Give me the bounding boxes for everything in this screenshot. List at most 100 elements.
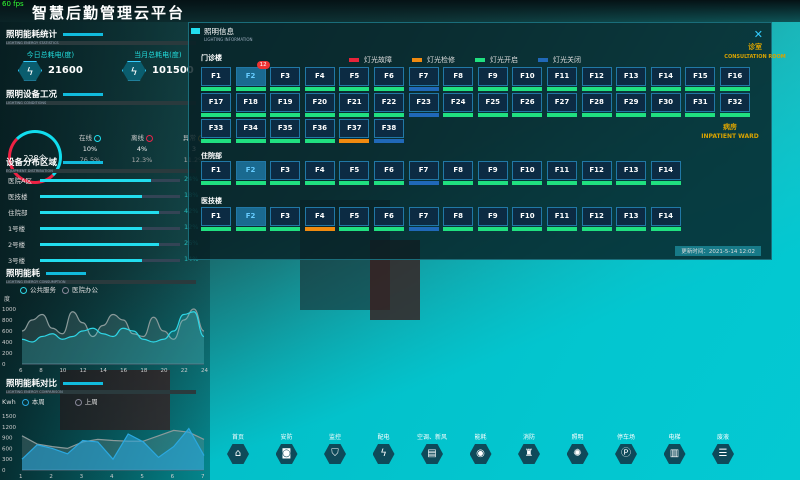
distribution-section-title: 设备分布区域 EQUIPMENT DISTRIBUTION bbox=[6, 156, 196, 173]
floor-cell[interactable]: F3 bbox=[270, 67, 301, 91]
nav-home[interactable]: 首页 ⌂ bbox=[218, 432, 258, 464]
floor-cell[interactable]: F14 bbox=[650, 207, 681, 231]
floor-cell[interactable]: F36 bbox=[304, 119, 335, 143]
x-tick-label: 14 bbox=[100, 368, 107, 374]
nav-lightning[interactable]: 配电 ϟ bbox=[364, 432, 404, 464]
floor-cell[interactable]: F31 bbox=[685, 93, 716, 117]
floor-cell[interactable]: F4 bbox=[304, 161, 335, 185]
floor-label: F2 bbox=[235, 207, 266, 226]
floor-cell[interactable]: F7 bbox=[408, 161, 439, 185]
status-bar-on bbox=[201, 139, 231, 143]
floor-cell[interactable]: F14 bbox=[650, 161, 681, 185]
chart1-legend: 公共服务 医院办公 bbox=[14, 284, 98, 294]
floor-cell[interactable]: F6 bbox=[374, 161, 404, 185]
status-bar-on bbox=[374, 227, 404, 231]
floor-cell[interactable]: F10 bbox=[512, 207, 543, 231]
floor-cell[interactable]: F8 bbox=[443, 67, 474, 91]
floor-cell[interactable]: F22 bbox=[374, 93, 404, 117]
floor-cell[interactable]: F10 bbox=[512, 67, 543, 91]
floor-cell[interactable]: F8 bbox=[443, 161, 474, 185]
floor-cell[interactable]: F1 bbox=[201, 67, 231, 91]
floor-cell[interactable]: F6 bbox=[374, 207, 404, 231]
floor-cell[interactable]: F7 bbox=[408, 207, 439, 231]
floor-cell[interactable]: F26 bbox=[512, 93, 543, 117]
floor-cell[interactable]: F37 bbox=[339, 119, 370, 143]
floor-cell[interactable]: F2 12 bbox=[235, 61, 270, 91]
floor-cell[interactable]: F23 bbox=[408, 93, 439, 117]
floor-cell[interactable]: F6 bbox=[374, 67, 404, 91]
floor-cell[interactable]: F2 bbox=[235, 207, 266, 231]
floor-cell[interactable]: F12 bbox=[581, 161, 612, 185]
floor-cell[interactable]: F13 bbox=[616, 161, 647, 185]
floor-cell[interactable]: F20 bbox=[304, 93, 335, 117]
floor-cell[interactable]: F34 bbox=[235, 119, 266, 143]
floor-cell[interactable]: F13 bbox=[616, 207, 647, 231]
floor-cell[interactable]: F11 bbox=[547, 207, 577, 231]
floor-cell[interactable]: F3 bbox=[270, 207, 301, 231]
floor-cell[interactable]: F1 bbox=[201, 161, 231, 185]
status-bar-on bbox=[616, 181, 647, 185]
floor-label: F5 bbox=[339, 207, 370, 226]
floor-cell[interactable]: F30 bbox=[650, 93, 681, 117]
nav-bulb[interactable]: 照明 ✺ bbox=[558, 432, 598, 464]
y-tick-label: 800 bbox=[2, 318, 13, 324]
floor-cell[interactable]: F5 bbox=[339, 67, 370, 91]
floor-cell[interactable]: F8 bbox=[443, 207, 474, 231]
distribution-row: 2号楼26% bbox=[8, 239, 208, 251]
floor-cell[interactable]: F21 bbox=[339, 93, 370, 117]
floor-cell[interactable]: F1 bbox=[201, 207, 231, 231]
floor-label: F7 bbox=[408, 161, 439, 180]
floor-cell[interactable]: F3 bbox=[270, 161, 301, 185]
floor-cell[interactable]: F2 bbox=[235, 161, 266, 185]
floor-cell[interactable]: F28 bbox=[581, 93, 612, 117]
floor-cell[interactable]: F12 bbox=[581, 207, 612, 231]
floor-cell[interactable]: F4 bbox=[304, 67, 335, 91]
top-bar: 60 fps 智慧后勤管理云平台 bbox=[0, 0, 800, 22]
floor-cell[interactable]: F12 bbox=[581, 67, 612, 91]
floor-cell[interactable]: F11 bbox=[547, 67, 577, 91]
nav-camera[interactable]: 安防 ◙ bbox=[267, 432, 307, 464]
floor-cell[interactable]: F14 bbox=[650, 67, 681, 91]
floor-label: F9 bbox=[477, 161, 508, 180]
lighting-info-modal: 照明信息 LIGHTING INFORMATION ✕ 灯光故障 灯光检修 灯光开启 灯… bbox=[188, 22, 772, 260]
floor-cell[interactable]: F13 bbox=[616, 67, 647, 91]
inpatient-ward-label: 病房 INPATIENT WARD bbox=[701, 123, 759, 140]
floor-cell[interactable]: F16 bbox=[720, 67, 750, 91]
floor-cell[interactable]: F25 bbox=[477, 93, 508, 117]
floor-cell[interactable]: F7 bbox=[408, 67, 439, 91]
floor-cell[interactable]: F17 bbox=[201, 93, 231, 117]
floor-cell[interactable]: F9 bbox=[477, 67, 508, 91]
floor-cell[interactable]: F27 bbox=[547, 93, 577, 117]
floor-cell[interactable]: F32 bbox=[720, 93, 750, 117]
floor-cell[interactable]: F4 bbox=[304, 207, 335, 231]
floor-cell[interactable]: F19 bbox=[270, 93, 301, 117]
floor-cell[interactable]: F18 bbox=[235, 93, 266, 117]
floor-cell[interactable]: F9 bbox=[477, 207, 508, 231]
floor-label: F3 bbox=[270, 67, 301, 86]
floor-label: F22 bbox=[374, 93, 404, 112]
floor-cell[interactable]: F33 bbox=[201, 119, 231, 143]
close-icon[interactable]: ✕ bbox=[753, 28, 763, 41]
floor-cell[interactable]: F35 bbox=[270, 119, 301, 143]
nav-shield[interactable]: 监控 ⛉ bbox=[315, 432, 355, 464]
nav-waste[interactable]: 废液 ☰ bbox=[703, 432, 743, 464]
floor-cell[interactable]: F9 bbox=[477, 161, 508, 185]
nav-label: 配电 bbox=[377, 434, 390, 441]
floor-cell[interactable]: F24 bbox=[443, 93, 474, 117]
nav-label: 首页 bbox=[231, 434, 244, 441]
status-bar-off bbox=[408, 181, 439, 185]
floor-cell[interactable]: F38 bbox=[374, 119, 404, 143]
nav-hydrant[interactable]: 消防 ♜ bbox=[509, 432, 549, 464]
status-bar-on bbox=[201, 113, 231, 117]
nav-elevator[interactable]: 电梯 ▥ bbox=[655, 432, 695, 464]
nav-parking[interactable]: 停车场 Ⓟ bbox=[606, 432, 646, 464]
nav-gauge[interactable]: 能耗 ◉ bbox=[461, 432, 501, 464]
floor-cell[interactable]: F15 bbox=[685, 67, 716, 91]
floor-cell[interactable]: F10 bbox=[512, 161, 543, 185]
floor-cell[interactable]: F29 bbox=[616, 93, 647, 117]
floor-cell[interactable]: F5 bbox=[339, 161, 370, 185]
floor-cell[interactable]: F11 bbox=[547, 161, 577, 185]
floor-cell[interactable]: F5 bbox=[339, 207, 370, 231]
status-bar-on bbox=[650, 227, 681, 231]
nav-air-conditioner[interactable]: 空调、新风 ▤ bbox=[412, 432, 452, 464]
